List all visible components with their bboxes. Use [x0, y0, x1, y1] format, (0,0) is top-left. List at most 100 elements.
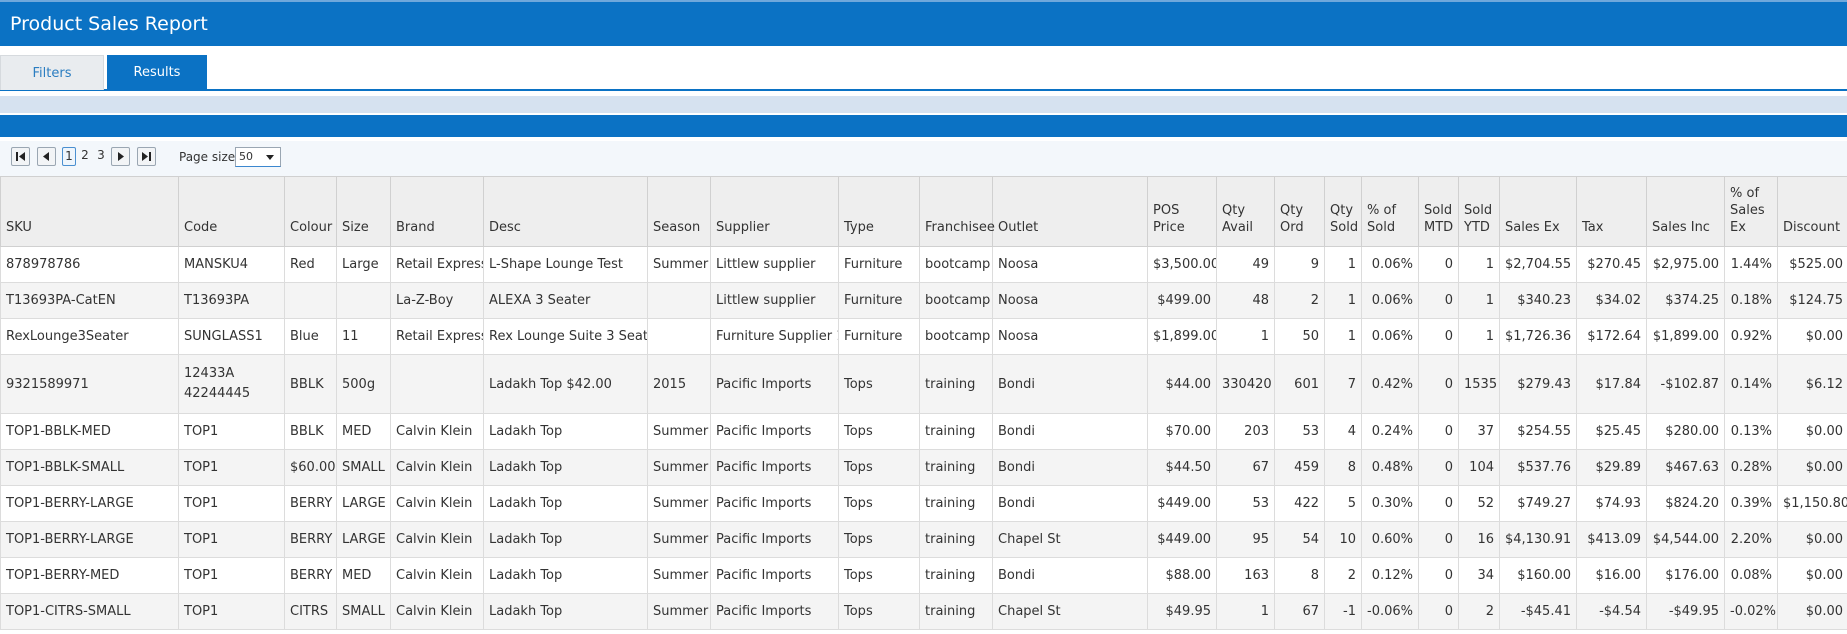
- column-header[interactable]: Code: [178, 176, 285, 247]
- table-cell: 0.18%: [1724, 282, 1778, 319]
- column-header[interactable]: Tax: [1576, 176, 1647, 247]
- table-cell: MED: [336, 557, 391, 594]
- table-cell: 11: [336, 318, 391, 355]
- table-cell: $176.00: [1646, 557, 1725, 594]
- column-header[interactable]: Qty Ord: [1274, 176, 1325, 247]
- column-header[interactable]: Type: [838, 176, 920, 247]
- table-cell: 48: [1216, 282, 1275, 319]
- table-cell: training: [919, 593, 993, 630]
- table-cell: 0.24%: [1361, 413, 1419, 450]
- results-table: SKU Code Colour Size Brand Desc Season S…: [0, 176, 1847, 630]
- page-number[interactable]: 2: [81, 148, 89, 162]
- table-cell: $413.09: [1576, 521, 1647, 558]
- column-header[interactable]: Brand: [390, 176, 484, 247]
- column-header[interactable]: Sales Ex: [1499, 176, 1577, 247]
- page-number[interactable]: 3: [97, 148, 105, 162]
- next-page-icon[interactable]: [111, 147, 130, 166]
- column-header[interactable]: Sold MTD: [1418, 176, 1459, 247]
- column-header[interactable]: SKU: [0, 176, 179, 247]
- table-cell: Noosa: [992, 246, 1148, 283]
- column-header[interactable]: Franchisee: [919, 176, 995, 247]
- table-cell: $525.00: [1777, 246, 1847, 283]
- table-cell: $467.63: [1646, 449, 1725, 486]
- table-cell: 0: [1418, 593, 1459, 630]
- table-cell: Bondi: [992, 557, 1148, 594]
- table-cell: $280.00: [1646, 413, 1725, 450]
- table-cell: Furniture: [838, 246, 920, 283]
- table-cell: 9: [1274, 246, 1325, 283]
- tab-results[interactable]: Results: [107, 55, 207, 90]
- table-row[interactable]: TOP1-BBLK-MED TOP1 BBLK MED Calvin Klein Lada…: [0, 413, 1847, 450]
- table-cell: Bondi: [992, 485, 1148, 522]
- page-number-current[interactable]: 1: [62, 147, 76, 166]
- column-header[interactable]: Sales Inc: [1646, 176, 1725, 247]
- table-cell: RexLounge3Seater: [0, 318, 179, 355]
- page-size-value: 50: [239, 150, 253, 163]
- table-cell: 1: [1216, 318, 1275, 355]
- table-cell: $25.45: [1576, 413, 1647, 450]
- column-header[interactable]: Supplier: [710, 176, 839, 247]
- table-cell: TOP1-BERRY-LARGE: [0, 485, 179, 522]
- table-cell: 1: [1458, 318, 1500, 355]
- column-header[interactable]: Size: [336, 176, 391, 247]
- table-cell: BERRY: [284, 557, 337, 594]
- table-cell: 12433A 42244445: [178, 354, 285, 414]
- table-cell: bootcamp: [919, 282, 993, 319]
- table-cell: 330420: [1216, 354, 1275, 414]
- table-cell: 1: [1458, 282, 1500, 319]
- table-cell: TOP1: [178, 557, 285, 594]
- last-page-icon[interactable]: [137, 147, 156, 166]
- table-row[interactable]: 878978786 MANSKU4 Red Large Retail Express L-…: [0, 246, 1847, 283]
- column-header[interactable]: Season: [647, 176, 711, 247]
- table-cell: Summer: [647, 521, 711, 558]
- page-size-select[interactable]: 50: [235, 147, 281, 167]
- table-cell: 0.06%: [1361, 318, 1419, 355]
- table-cell: 104: [1458, 449, 1500, 486]
- table-cell: training: [919, 557, 993, 594]
- table-row[interactable]: TOP1-BERRY-LARGE TOP1 BERRY LARGE Calvin Kle…: [0, 521, 1847, 558]
- table-cell: -1: [1324, 593, 1362, 630]
- table-row[interactable]: TOP1-BBLK-SMALL TOP1 $60.00 SMALL Calvin Kle…: [0, 449, 1847, 486]
- column-header[interactable]: Desc: [483, 176, 648, 247]
- table-row[interactable]: TOP1-BERRY-MED TOP1 BERRY MED Calvin Klein La…: [0, 557, 1847, 594]
- column-header[interactable]: Discount: [1777, 176, 1847, 247]
- table-cell: 1535: [1458, 354, 1500, 414]
- table-cell: 67: [1274, 593, 1325, 630]
- column-header[interactable]: POS Price: [1147, 176, 1217, 247]
- table-row[interactable]: RexLounge3Seater SUNGLASS1 Blue 11 Retail Ex…: [0, 318, 1847, 355]
- column-header[interactable]: % of Sales Ex: [1724, 176, 1778, 247]
- table-row[interactable]: TOP1-BERRY-LARGE TOP1 BERRY LARGE Calvin Kle…: [0, 485, 1847, 522]
- table-cell: Summer: [647, 485, 711, 522]
- table-cell: TOP1-BERRY-LARGE: [0, 521, 179, 558]
- table-cell: 0.39%: [1724, 485, 1778, 522]
- table-cell: 0: [1418, 557, 1459, 594]
- table-cell: Ladakh Top: [483, 485, 648, 522]
- column-header[interactable]: Qty Avail: [1216, 176, 1275, 247]
- table-cell: 0.06%: [1361, 282, 1419, 319]
- column-header[interactable]: Qty Sold: [1324, 176, 1362, 247]
- table-cell: Summer: [647, 557, 711, 594]
- previous-page-icon[interactable]: [37, 147, 56, 166]
- table-cell: Summer: [647, 449, 711, 486]
- column-header[interactable]: % of Sold: [1361, 176, 1419, 247]
- table-cell: $254.55: [1499, 413, 1577, 450]
- column-header[interactable]: Colour: [284, 176, 337, 247]
- table-cell: SMALL: [336, 449, 391, 486]
- column-header[interactable]: Outlet: [992, 176, 1148, 247]
- table-header-row: SKU Code Colour Size Brand Desc Season S…: [0, 176, 1847, 247]
- column-header[interactable]: Sold YTD: [1458, 176, 1500, 247]
- tab-bar: Filters Results: [0, 55, 1847, 91]
- table-cell: Noosa: [992, 318, 1148, 355]
- table-row[interactable]: T13693PA-CatEN T13693PA La-Z-Boy ALEXA 3 Se…: [0, 282, 1847, 319]
- table-cell: 49: [1216, 246, 1275, 283]
- table-cell: -$102.87: [1646, 354, 1725, 414]
- table-cell: 9321589971: [0, 354, 179, 414]
- table-cell: 878978786: [0, 246, 179, 283]
- table-row[interactable]: TOP1-CITRS-SMALL TOP1 CITRS SMALL Calvin Kle…: [0, 593, 1847, 630]
- table-cell: 0.08%: [1724, 557, 1778, 594]
- tab-filters[interactable]: Filters: [0, 55, 104, 90]
- first-page-icon[interactable]: [11, 147, 30, 166]
- table-cell: [284, 282, 337, 319]
- table-cell: Ladakh Top $42.00: [483, 354, 648, 414]
- table-row[interactable]: 9321589971 12433A 42244445 BBLK 500g Ladakh T…: [0, 354, 1847, 414]
